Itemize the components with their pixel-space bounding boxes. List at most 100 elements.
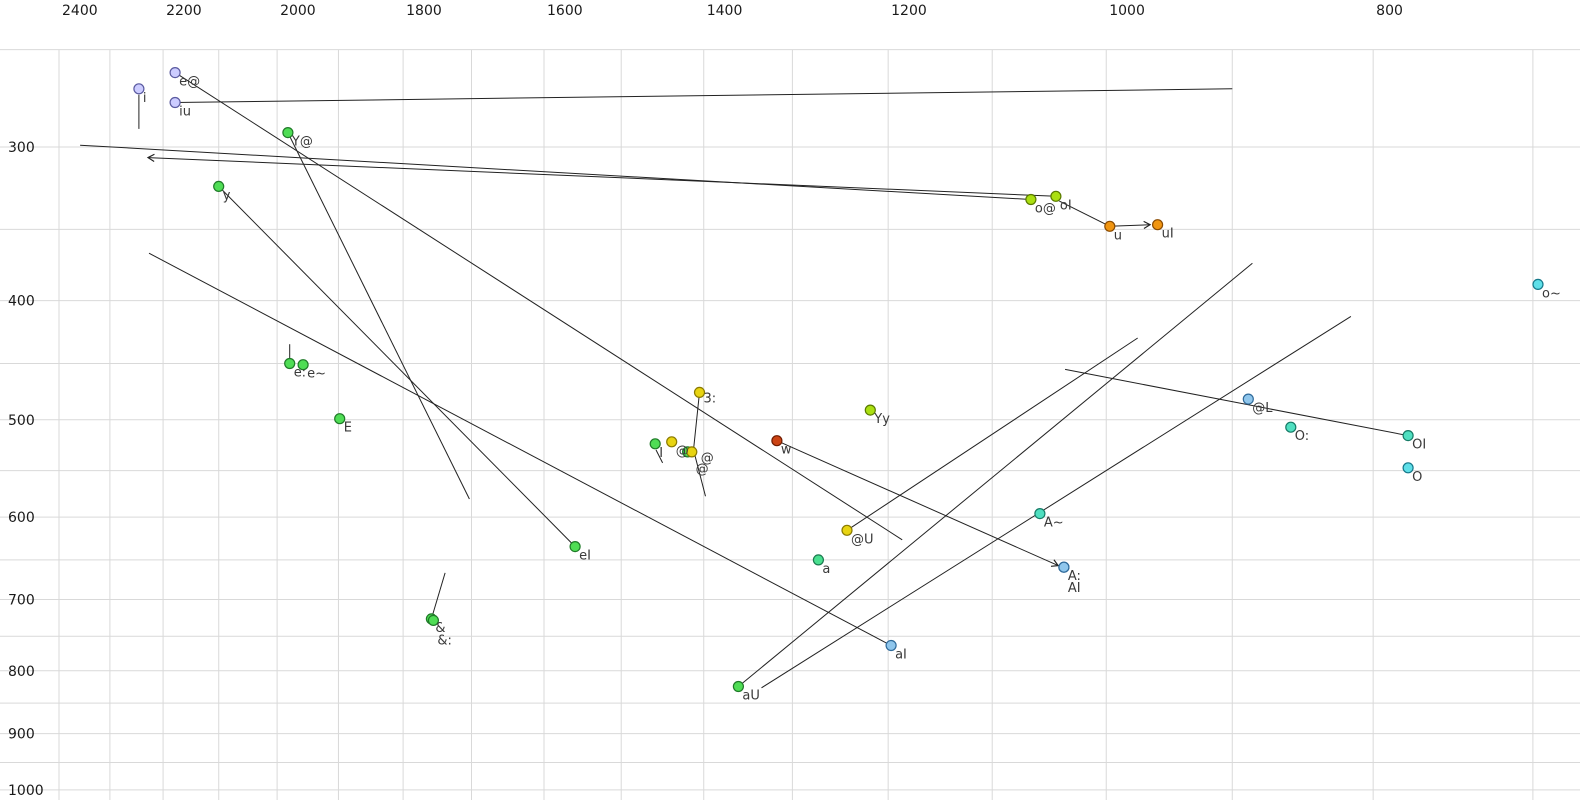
vowel-point — [812, 554, 825, 566]
vowel-point — [864, 404, 876, 416]
vowel-point — [649, 438, 661, 450]
x-axis-tick-label: 1800 — [406, 3, 442, 19]
vowel-point-label: i — [143, 91, 147, 106]
vowel-point-label: o@ — [1035, 202, 1056, 217]
trajectory-line-e@ — [174, 72, 903, 541]
trajectory-line-A~ — [761, 315, 1352, 689]
vowel-point — [841, 524, 853, 536]
vowel-point — [282, 127, 294, 139]
x-axis-tick-label: 1400 — [707, 3, 743, 19]
trajectory-line-@L-OI — [1065, 368, 1409, 437]
vowel-point-label: oI — [1060, 198, 1072, 213]
vowel-point — [133, 83, 145, 95]
y-axis-tick-label: 400 — [8, 294, 35, 310]
vowel-point — [297, 359, 309, 371]
vowel-point-label: w — [781, 443, 792, 458]
vowel-point-label: OI — [1412, 438, 1426, 453]
trajectory-line-w-A: — [776, 440, 1060, 567]
vowel-point — [1402, 462, 1414, 474]
vowel-point — [1025, 193, 1037, 206]
vowel-point — [1532, 278, 1544, 290]
vowel-point-label: u — [1114, 228, 1122, 243]
vowel-point — [1402, 430, 1414, 442]
vowel-point-label: 3: — [704, 391, 717, 406]
vowel-point-label: E — [344, 421, 352, 436]
vowel-point-label: A: — [1068, 569, 1081, 584]
y-axis-tick-label: 500 — [8, 413, 35, 429]
vowel-point-label: & — [435, 621, 445, 636]
trajectory-line-&:-tail — [430, 572, 446, 620]
vowel-point-label: a — [822, 562, 830, 577]
vowel-point-label: aI — [895, 648, 907, 663]
trajectory-line-aI — [148, 252, 892, 646]
vowel-point — [771, 435, 783, 447]
vowel-point-label: @U — [851, 532, 874, 547]
vowel-point — [1104, 220, 1116, 232]
trajectory-line-Y@ — [287, 132, 470, 500]
vowel-point-label: y — [223, 188, 231, 203]
vowel-point-label: I — [659, 446, 663, 461]
vowel-point — [1151, 219, 1164, 231]
trajectory-line-o@ — [80, 144, 1031, 200]
trajectory-line-@U — [846, 337, 1138, 531]
vowel-point — [885, 639, 897, 652]
vowel-point — [666, 436, 678, 448]
vowel-point-label: o~ — [1542, 286, 1561, 301]
vowel-point-label: @ — [676, 444, 689, 459]
trajectory-line-aU — [738, 262, 1253, 687]
y-axis-tick-label: 700 — [8, 592, 35, 608]
y-axis-tick-label: 800 — [8, 664, 35, 680]
y-axis-tick-label: 300 — [8, 140, 35, 156]
vowel-point — [169, 96, 181, 109]
vowel-point — [1058, 561, 1070, 573]
vowel-point-label: @ — [696, 462, 709, 477]
vowel-point-label: e: — [294, 366, 306, 381]
trajectory-line-I-tail — [655, 449, 664, 464]
trajectory-line-o@-u — [1059, 200, 1111, 227]
vowel-point-label: e@ — [179, 75, 200, 90]
vowel-point — [1285, 421, 1297, 433]
trajectory-line-y-eI — [218, 186, 576, 547]
vowel-point — [1050, 190, 1062, 202]
vowel-point — [732, 680, 745, 693]
x-axis-tick-label: 2400 — [62, 3, 98, 19]
y-axis-tick-label: 600 — [8, 510, 35, 526]
vowel-point-label: Yy — [873, 412, 890, 427]
vowel-point-label: iu — [179, 105, 191, 120]
vowel-point — [1034, 507, 1046, 520]
y-axis-tick-label: 1000 — [8, 783, 44, 799]
y-axis-tick-label: 900 — [8, 727, 35, 743]
vowel-point-label: @L — [1252, 401, 1273, 416]
vowel-point — [213, 180, 225, 192]
vowel-point-label: A~ — [1044, 516, 1064, 531]
vowel-point — [686, 446, 698, 458]
x-axis-tick-label: 2000 — [280, 3, 316, 19]
vowel-point — [284, 357, 296, 370]
vowel-point — [1242, 393, 1254, 405]
vowel-point-label: aU — [742, 689, 759, 704]
vowel-point — [693, 386, 706, 398]
vowel-point — [334, 413, 346, 425]
vowel-point-label: &: — [437, 633, 452, 648]
vowel-point-label: AI — [1068, 581, 1081, 596]
vowel-point-label: Y@ — [291, 135, 313, 150]
vowel-point-label: e~ — [307, 367, 326, 382]
vowel-point — [169, 66, 181, 79]
vowel-point-label: @ — [701, 451, 714, 466]
vowel-point-label: O — [1412, 470, 1422, 485]
x-axis-tick-label: 800 — [1376, 3, 1403, 19]
trajectory-line-u-uI — [1109, 220, 1152, 230]
vowel-point-label: O: — [1295, 429, 1309, 444]
x-axis-tick-label: 2200 — [166, 3, 202, 19]
vowel-point-label: eI — [579, 549, 591, 564]
vowel-point — [569, 540, 581, 553]
vowel-point-label: uI — [1162, 227, 1174, 242]
x-axis-tick-label: 1600 — [547, 3, 583, 19]
vowel-point — [427, 614, 439, 627]
x-axis-tick-label: 1200 — [891, 3, 927, 19]
trajectory-line-oI — [146, 153, 1056, 197]
trajectory-line-iu — [175, 88, 1233, 103]
x-axis-tick-label: 1000 — [1109, 3, 1145, 19]
